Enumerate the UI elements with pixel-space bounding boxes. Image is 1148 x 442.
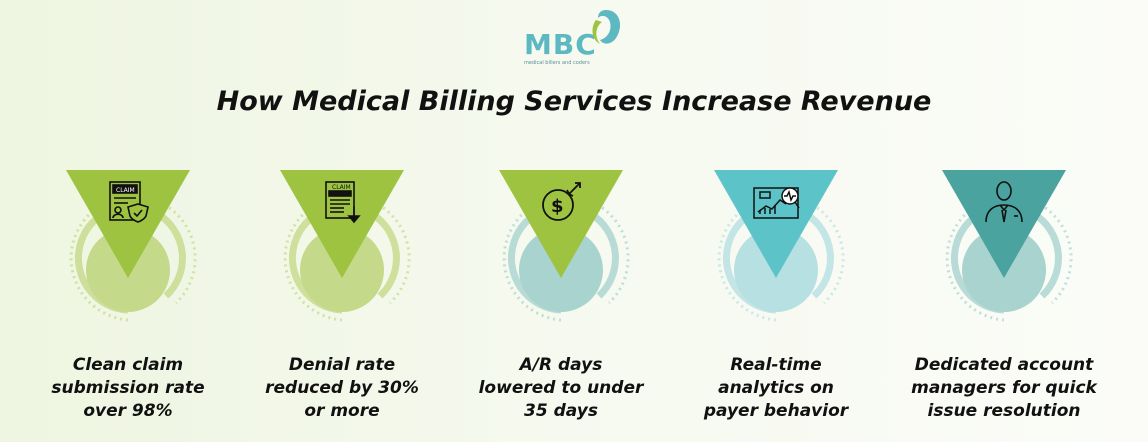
- account-manager-icon: [980, 178, 1028, 226]
- claim-download-icon: CLAIM: [318, 178, 366, 226]
- caption-line: over 98%: [18, 400, 238, 423]
- svg-text:$: $: [551, 196, 564, 217]
- revenue-card-analytics: Real-time analytics on payer behavior: [686, 170, 866, 442]
- logo-tagline: medical billers and coders: [524, 60, 590, 66]
- caption-line: analytics on: [666, 377, 886, 400]
- claim-form-icon: CLAIM: [104, 178, 152, 226]
- page-title: How Medical Billing Services Increase Re…: [0, 86, 1148, 117]
- caption-line: submission rate: [18, 377, 238, 400]
- caption-line: lowered to under: [451, 377, 671, 400]
- caption-line: or more: [232, 400, 452, 423]
- caption-line: managers for quick: [894, 377, 1114, 400]
- card-caption: Dedicated account managers for quick iss…: [894, 354, 1114, 423]
- logo-mark-icon: [586, 6, 626, 56]
- svg-text:CLAIM: CLAIM: [116, 187, 135, 194]
- card-caption: Real-time analytics on payer behavior: [666, 354, 886, 423]
- card-caption: A/R days lowered to under 35 days: [451, 354, 671, 423]
- dollar-coin-icon: $: [537, 178, 585, 226]
- svg-text:CLAIM: CLAIM: [332, 184, 351, 191]
- caption-line: A/R days: [451, 354, 671, 377]
- revenue-card-clean-claims: CLAIM Clean claim submission rate over 9…: [38, 170, 218, 442]
- company-logo: MBC medical billers and coders: [520, 6, 630, 66]
- card-caption: Denial rate reduced by 30% or more: [232, 354, 452, 423]
- card-caption: Clean claim submission rate over 98%: [18, 354, 238, 423]
- caption-line: Denial rate: [232, 354, 452, 377]
- caption-line: issue resolution: [894, 400, 1114, 423]
- revenue-card-ar-days: $ A/R days lowered to under 35 days: [471, 170, 651, 442]
- revenue-card-account-managers: Dedicated account managers for quick iss…: [914, 170, 1094, 442]
- analytics-chart-icon: [746, 178, 806, 226]
- caption-line: 35 days: [451, 400, 671, 423]
- revenue-card-denial-rate: CLAIM Denial rate reduced by 30% or more: [252, 170, 432, 442]
- caption-line: Clean claim: [18, 354, 238, 377]
- caption-line: Dedicated account: [894, 354, 1114, 377]
- caption-line: payer behavior: [666, 400, 886, 423]
- caption-line: reduced by 30%: [232, 377, 452, 400]
- caption-line: Real-time: [666, 354, 886, 377]
